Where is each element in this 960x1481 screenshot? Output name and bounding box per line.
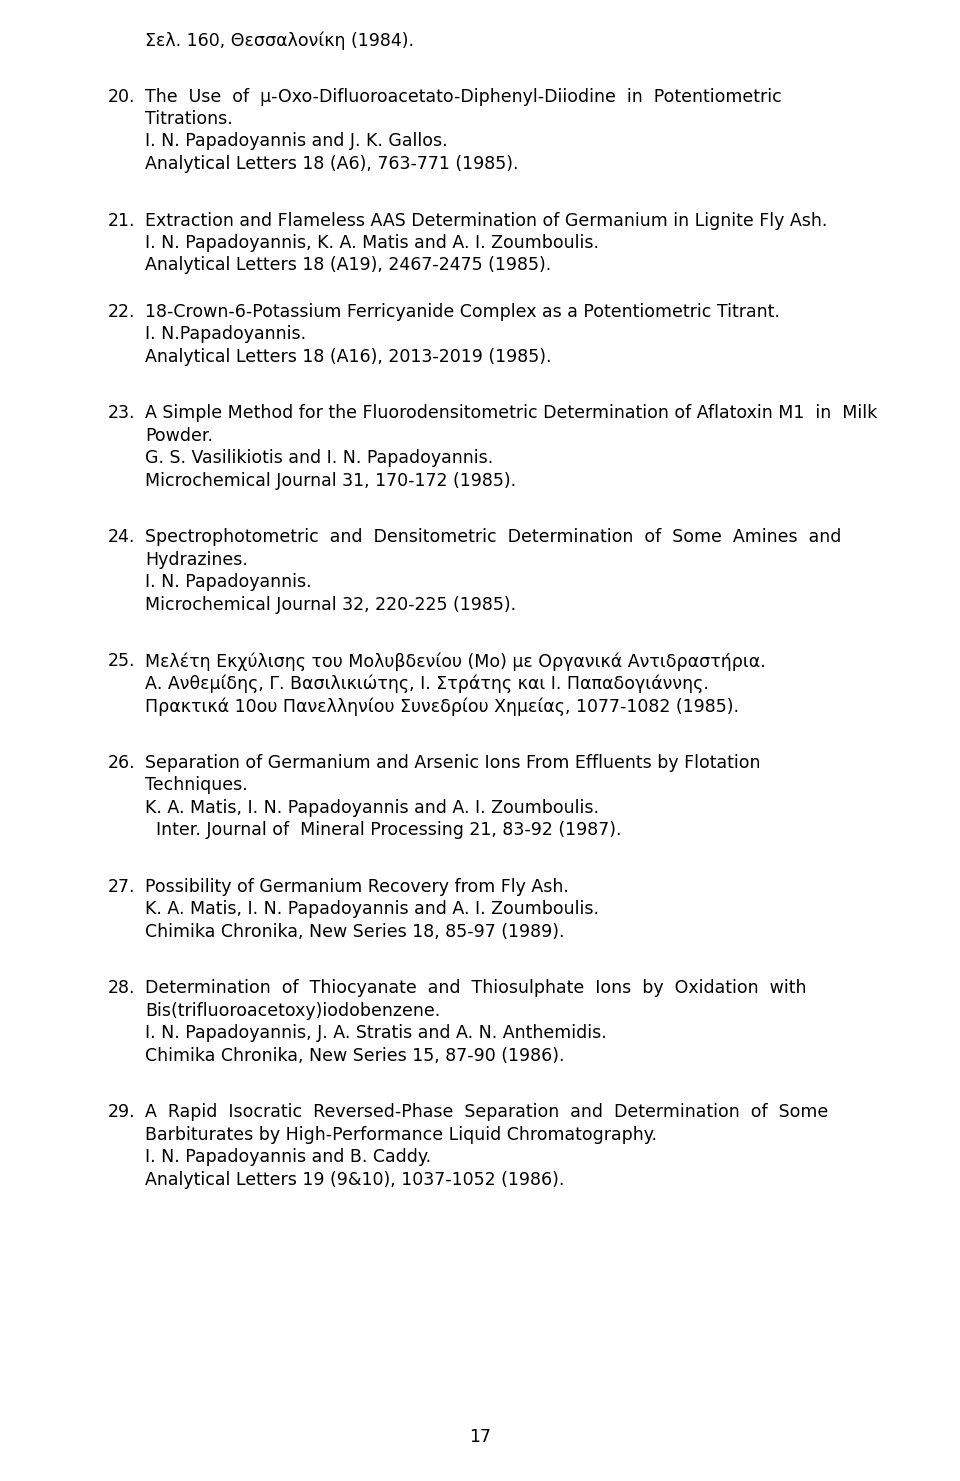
Text: 17: 17 xyxy=(469,1428,491,1445)
Text: Analytical Letters 19 (9&10), 1037-1052 (1986).: Analytical Letters 19 (9&10), 1037-1052 … xyxy=(145,1171,564,1189)
Text: Inter. Journal of  Mineral Processing 21, 83-92 (1987).: Inter. Journal of Mineral Processing 21,… xyxy=(145,822,621,840)
Text: Separation of Germanium and Arsenic Ions From Effluents by Flotation: Separation of Germanium and Arsenic Ions… xyxy=(145,754,760,772)
Text: G. S. Vasilikiotis and I. N. Papadoyannis.: G. S. Vasilikiotis and I. N. Papadoyanni… xyxy=(145,450,493,468)
Text: K. A. Matis, I. N. Papadoyannis and A. I. Zoumboulis.: K. A. Matis, I. N. Papadoyannis and A. I… xyxy=(145,800,599,818)
Text: 18-Crown-6-Potassium Ferricyanide Complex as a Potentiometric Titrant.: 18-Crown-6-Potassium Ferricyanide Comple… xyxy=(145,304,780,321)
Text: I. N. Papadoyannis, J. A. Stratis and A. N. Anthemidis.: I. N. Papadoyannis, J. A. Stratis and A.… xyxy=(145,1025,607,1043)
Text: Bis(trifluoroacetoxy)iodobenzene.: Bis(trifluoroacetoxy)iodobenzene. xyxy=(145,1003,441,1020)
Text: Πρακτικά 10ου Πανελληνίου Συνεδρίου Χημείας, 1077-1082 (1985).: Πρακτικά 10ου Πανελληνίου Συνεδρίου Χημε… xyxy=(145,698,739,715)
Text: Possibility of Germanium Recovery from Fly Ash.: Possibility of Germanium Recovery from F… xyxy=(145,878,569,896)
Text: 27.: 27. xyxy=(108,878,135,896)
Text: The  Use  of  μ-Oxo-Difluoroacetato-Diphenyl-Diiodine  in  Potentiometric: The Use of μ-Oxo-Difluoroacetato-Dipheny… xyxy=(145,87,781,105)
Text: Powder.: Powder. xyxy=(145,427,213,444)
Text: 21.: 21. xyxy=(108,212,135,230)
Text: Σελ. 160, Θεσσαλονίκη (1984).: Σελ. 160, Θεσσαλονίκη (1984). xyxy=(145,31,414,49)
Text: Chimika Chronika, New Series 15, 87-90 (1986).: Chimika Chronika, New Series 15, 87-90 (… xyxy=(145,1047,564,1065)
Text: Barbiturates by High-Performance Liquid Chromatography.: Barbiturates by High-Performance Liquid … xyxy=(145,1126,657,1143)
Text: Analytical Letters 18 (A16), 2013-2019 (1985).: Analytical Letters 18 (A16), 2013-2019 (… xyxy=(145,348,551,366)
Text: 22.: 22. xyxy=(108,304,135,321)
Text: Techniques.: Techniques. xyxy=(145,776,248,794)
Text: K. A. Matis, I. N. Papadoyannis and A. I. Zoumboulis.: K. A. Matis, I. N. Papadoyannis and A. I… xyxy=(145,900,599,918)
Text: 29.: 29. xyxy=(108,1103,135,1121)
Text: Titrations.: Titrations. xyxy=(145,110,232,127)
Text: Determination  of  Thiocyanate  and  Thiosulphate  Ions  by  Oxidation  with: Determination of Thiocyanate and Thiosul… xyxy=(145,979,806,998)
Text: Extraction and Flameless AAS Determination of Germanium in Lignite Fly Ash.: Extraction and Flameless AAS Determinati… xyxy=(145,212,828,230)
Text: Microchemical Journal 32, 220-225 (1985).: Microchemical Journal 32, 220-225 (1985)… xyxy=(145,595,516,615)
Text: Α. Ανθεμίδης, Γ. Βασιλικιώτης, Ι. Στράτης και Ι. Παπαδογιάννης.: Α. Ανθεμίδης, Γ. Βασιλικιώτης, Ι. Στράτη… xyxy=(145,675,708,693)
Text: Analytical Letters 18 (A19), 2467-2475 (1985).: Analytical Letters 18 (A19), 2467-2475 (… xyxy=(145,256,551,274)
Text: Analytical Letters 18 (A6), 763-771 (1985).: Analytical Letters 18 (A6), 763-771 (198… xyxy=(145,156,518,173)
Text: I. N. Papadoyannis and J. K. Gallos.: I. N. Papadoyannis and J. K. Gallos. xyxy=(145,132,447,151)
Text: Chimika Chronika, New Series 18, 85-97 (1989).: Chimika Chronika, New Series 18, 85-97 (… xyxy=(145,923,564,940)
Text: Microchemical Journal 31, 170-172 (1985).: Microchemical Journal 31, 170-172 (1985)… xyxy=(145,472,516,490)
Text: 24.: 24. xyxy=(108,529,135,546)
Text: 26.: 26. xyxy=(108,754,135,772)
Text: I. N. Papadoyannis, K. A. Matis and A. I. Zoumboulis.: I. N. Papadoyannis, K. A. Matis and A. I… xyxy=(145,234,599,252)
Text: Spectrophotometric  and  Densitometric  Determination  of  Some  Amines  and: Spectrophotometric and Densitometric Det… xyxy=(145,529,841,546)
Text: A  Rapid  Isocratic  Reversed-Phase  Separation  and  Determination  of  Some: A Rapid Isocratic Reversed-Phase Separat… xyxy=(145,1103,828,1121)
Text: I. N. Papadoyannis and B. Caddy.: I. N. Papadoyannis and B. Caddy. xyxy=(145,1148,431,1167)
Text: I. N. Papadoyannis.: I. N. Papadoyannis. xyxy=(145,573,312,591)
Text: I. N.Papadoyannis.: I. N.Papadoyannis. xyxy=(145,326,306,344)
Text: 28.: 28. xyxy=(108,979,135,998)
Text: A Simple Method for the Fluorodensitometric Determination of Aflatoxin M1  in  M: A Simple Method for the Fluorodensitomet… xyxy=(145,404,877,422)
Text: 23.: 23. xyxy=(108,404,135,422)
Text: 20.: 20. xyxy=(108,87,135,105)
Text: Hydrazines.: Hydrazines. xyxy=(145,551,248,569)
Text: Μελέτη Εκχύλισης του Μολυβδενίου (Mo) με Οργανικά Αντιδραστήρια.: Μελέτη Εκχύλισης του Μολυβδενίου (Mo) με… xyxy=(145,653,766,671)
Text: 25.: 25. xyxy=(108,653,135,671)
